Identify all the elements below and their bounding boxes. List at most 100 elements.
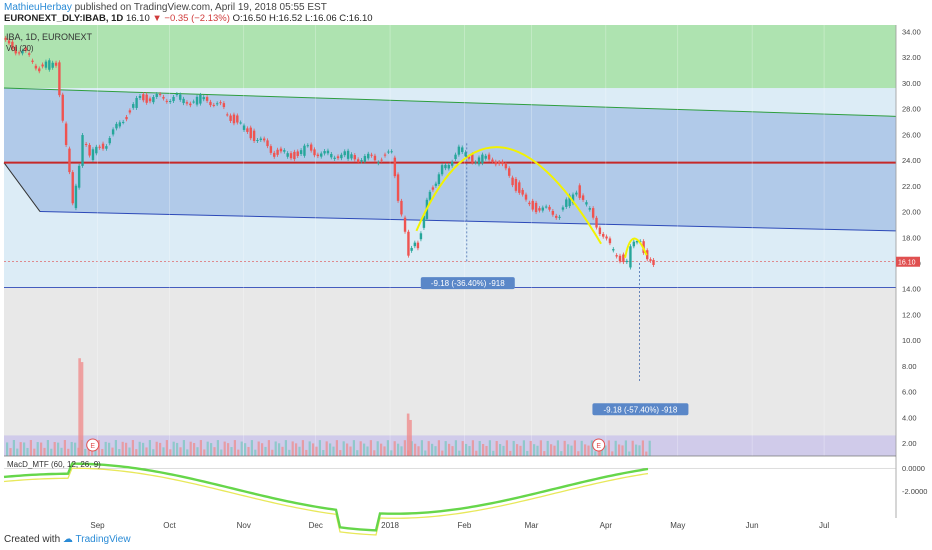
candle-body: [128, 110, 132, 113]
volume-bar: [210, 443, 213, 456]
candle-body: [44, 61, 48, 68]
candle-body: [629, 246, 632, 268]
candle-body: [585, 202, 588, 205]
volume-bar: [563, 440, 566, 456]
volume-bar: [437, 440, 440, 456]
candle-body: [635, 240, 639, 243]
candle-body: [548, 206, 551, 210]
candle-body: [121, 121, 125, 123]
volume-bar: [607, 440, 610, 456]
volume-bar: [390, 450, 393, 456]
volume-bar: [584, 444, 587, 456]
candle-body: [316, 154, 320, 157]
volume-bar: [641, 440, 644, 456]
volume-bar: [318, 440, 321, 456]
candle-body: [252, 130, 256, 141]
volume-bar: [403, 440, 406, 456]
candle-body: [534, 202, 538, 213]
volume-bar: [237, 449, 240, 456]
volume-bar: [301, 440, 304, 456]
volume-bar: [305, 449, 308, 456]
candle-body: [236, 115, 239, 123]
volume-bar: [247, 446, 250, 456]
volume-bar: [267, 440, 270, 456]
volume-bar: [614, 440, 617, 456]
candle-body: [313, 149, 316, 156]
candle-body: [283, 150, 286, 152]
candle-body: [508, 168, 511, 176]
candle-body: [249, 127, 252, 139]
volume-bar: [346, 443, 349, 456]
volume-bar: [339, 450, 342, 456]
volume-bar: [186, 449, 189, 456]
author-link[interactable]: MathieuHerbay: [4, 2, 72, 13]
candle-body: [209, 101, 212, 106]
volume-bar: [543, 451, 546, 456]
volume-bar: [502, 445, 505, 456]
candle-body: [544, 206, 548, 208]
publish-header: MathieuHerbay published on TradingView.c…: [4, 2, 327, 13]
candle-body: [4, 37, 7, 40]
candle-body: [215, 103, 219, 105]
volume-bar: [325, 441, 328, 456]
volume-bar: [645, 451, 648, 456]
candle-body: [27, 53, 31, 55]
volume-bar: [376, 441, 379, 456]
candle-body: [299, 150, 303, 155]
volume-bar: [291, 441, 294, 456]
volume-bar: [176, 442, 179, 456]
candle-body: [145, 94, 148, 103]
candle-body: [330, 153, 333, 158]
volume-bar: [580, 440, 583, 456]
macd-legend: MacD_MTF (60, 12, 26, 9): [7, 460, 101, 469]
candle-body: [538, 208, 541, 211]
volume-bar: [220, 449, 223, 456]
candle-body: [242, 125, 246, 130]
volume-bar: [434, 446, 437, 456]
candle-body: [367, 153, 370, 159]
candle-body: [477, 157, 481, 165]
tradingview-logo-icon[interactable]: ☁: [62, 534, 73, 545]
volume-bar: [288, 449, 291, 456]
candle-body: [340, 154, 343, 159]
volume-bar: [206, 441, 209, 456]
volume-bar: [380, 443, 383, 456]
candle-body: [17, 52, 21, 54]
candle-body: [558, 216, 561, 218]
candle-body: [262, 138, 266, 141]
volume-bar: [352, 440, 355, 456]
volume-bar: [162, 447, 165, 456]
volume-bar: [417, 446, 420, 456]
price-tick-label: 26.00: [902, 130, 921, 139]
earnings-marker: [592, 438, 606, 452]
price-tick-label: 18.00: [902, 233, 921, 242]
volume-bar: [148, 440, 151, 456]
down-arrow-icon: ▼: [152, 13, 162, 24]
volume-bar: [284, 440, 287, 456]
candle-body: [71, 172, 74, 204]
candle-body: [205, 97, 209, 101]
symbol-name[interactable]: EURONEXT_DLY:IBAB, 1D: [4, 13, 124, 24]
candle-body: [7, 40, 11, 44]
candle-body: [521, 189, 524, 195]
price-tick-label: 4.00: [902, 413, 917, 422]
volume-bar: [386, 440, 389, 456]
candle-body: [457, 146, 461, 155]
small-arc: [624, 237, 648, 259]
candle-body: [363, 155, 367, 162]
volume-bar: [40, 442, 43, 456]
volume-bar: [342, 441, 345, 456]
candle-body: [286, 153, 289, 157]
volume-bar: [278, 443, 281, 456]
volume-bar: [203, 449, 206, 456]
channel-bottom-line: [39, 211, 897, 232]
candle-body: [487, 154, 491, 160]
candle-body: [41, 64, 44, 67]
volume-bar: [427, 441, 430, 456]
candle-body: [467, 156, 471, 159]
open-value: O:16.50: [232, 13, 267, 24]
candle-body: [14, 46, 17, 54]
tradingview-brand[interactable]: TradingView: [75, 534, 131, 545]
volume-bar: [118, 449, 121, 456]
